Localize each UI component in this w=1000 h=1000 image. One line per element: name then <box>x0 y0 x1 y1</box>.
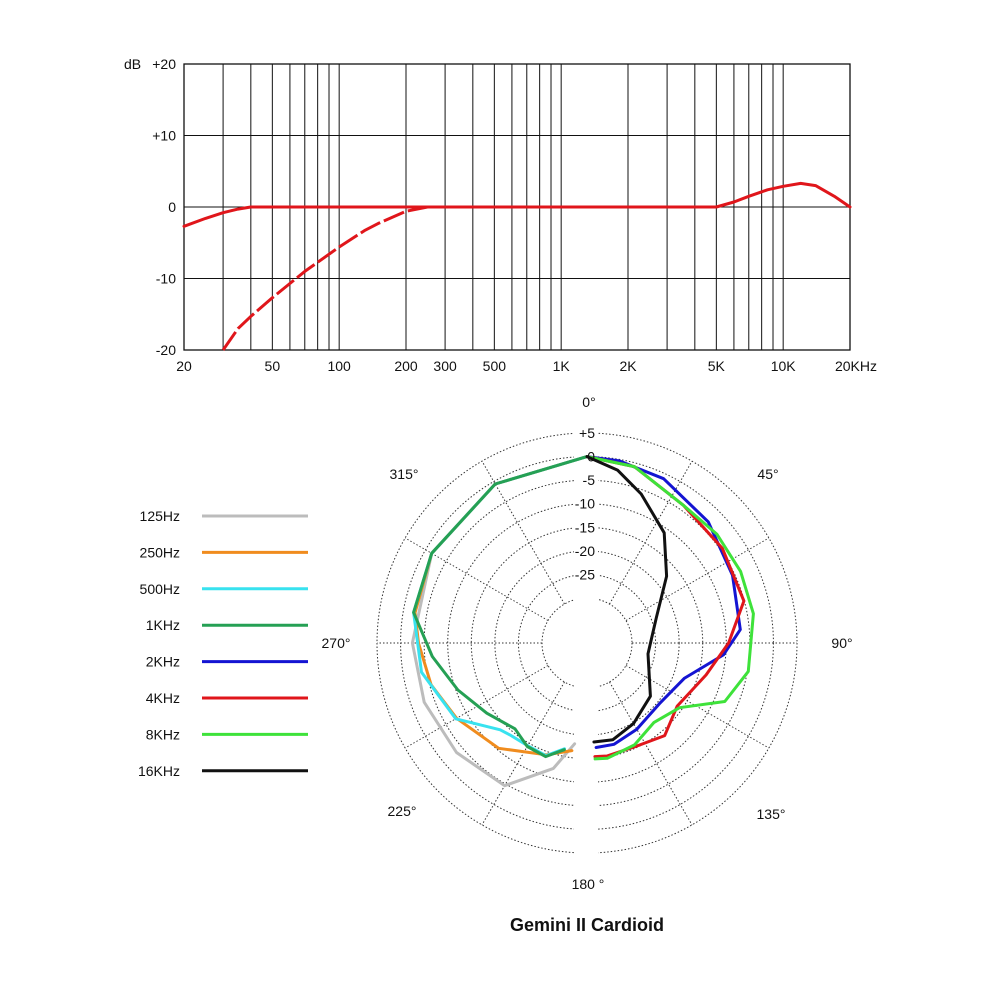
polar-angle-label: 315° <box>390 466 419 482</box>
polar-angle-labels: 0° 45° 90° 135° 180 ° 225° 270° 315° <box>322 394 853 892</box>
polar-angle-label: 90° <box>831 635 852 651</box>
freq-x-tick-label: 300 <box>433 358 457 374</box>
polar-curve-125hz <box>410 455 589 788</box>
freq-y-tick-label: +10 <box>152 128 176 144</box>
polar-curve-250hz <box>413 455 589 757</box>
polar-ring-labels: +5 0 -5 -10 -15 -20 -25 <box>575 425 595 582</box>
freq-y-axis-label: dB <box>124 56 141 72</box>
legend-label: 500Hz <box>140 581 180 597</box>
legend-label: 125Hz <box>140 508 180 524</box>
freq-x-tick-label: 5K <box>708 358 726 374</box>
legend: 125Hz 250Hz 500Hz 1KHz 2KHz 4KHz 8KHz 16KHz <box>138 508 308 779</box>
freq-x-tick-label: 10K <box>771 358 797 374</box>
polar-spoke <box>609 681 693 826</box>
legend-label: 250Hz <box>140 544 180 560</box>
legend-label: 8KHz <box>146 726 180 742</box>
polar-spoke <box>404 665 549 749</box>
polar-ring-label: -25 <box>575 566 595 582</box>
freq-x-tick-label: 2K <box>619 358 637 374</box>
freq-x-tick-label: 20KHz <box>835 358 877 374</box>
polar-spoke <box>481 681 565 826</box>
polar-ring-label: -5 <box>583 472 596 488</box>
polar-ring-label: -20 <box>575 543 595 559</box>
legend-label: 4KHz <box>146 690 180 706</box>
polar-grid <box>376 430 798 860</box>
legend-label: 16KHz <box>138 763 180 779</box>
freq-y-tick-label: 0 <box>168 199 176 215</box>
polar-curve-4khz <box>585 455 746 759</box>
polar-spoke <box>404 537 549 621</box>
freq-x-tick-label: 200 <box>394 358 418 374</box>
polar-center-gap <box>574 430 598 860</box>
freq-x-tick-label: 500 <box>483 358 507 374</box>
polar-angle-label: 0° <box>582 394 595 410</box>
polar-angle-label: 180 ° <box>572 876 605 892</box>
freq-x-tick-label: 1K <box>553 358 571 374</box>
freq-y-tick-label: -20 <box>156 342 176 358</box>
freq-x-tick-labels: 20 50 100 200 300 500 1K 2K 5K 10K 20KHz <box>176 358 877 374</box>
freq-response-line <box>182 181 852 228</box>
polar-curve-1khz <box>412 455 589 759</box>
freq-y-tick-label: +20 <box>152 56 176 72</box>
polar-pattern-chart: +5 0 -5 -10 -15 -20 -25 0° 45° 90° 135° 180 ° 225° 2… <box>322 394 853 935</box>
polar-series-group <box>410 455 755 788</box>
freq-y-tick-label: -10 <box>156 271 176 287</box>
polar-ring <box>447 503 727 783</box>
polar-spoke <box>625 537 770 621</box>
polar-angle-label: 45° <box>757 466 778 482</box>
polar-curve-2khz <box>585 455 742 749</box>
freq-x-tick-label: 20 <box>176 358 192 374</box>
polar-angle-label: 225° <box>388 803 417 819</box>
freq-series-group <box>182 181 852 351</box>
freq-y-tick-labels: +20 +10 0 -10 -20 <box>152 56 176 358</box>
freq-response-dashed-line <box>221 205 446 351</box>
legend-label: 2KHz <box>146 654 180 670</box>
polar-curve-500hz <box>412 455 589 758</box>
polar-curve-16khz <box>585 455 669 744</box>
polar-spoke <box>625 665 770 749</box>
polar-angle-label: 135° <box>757 806 786 822</box>
frequency-response-chart: +20 +10 0 -10 -20 dB 20 50 100 200 300 500 1K 2K 5K 1… <box>124 56 877 374</box>
polar-title: Gemini II Cardioid <box>510 915 664 935</box>
freq-x-tick-label: 50 <box>265 358 281 374</box>
legend-label: 1KHz <box>146 617 180 633</box>
polar-curve-8khz <box>585 455 755 761</box>
polar-ring-label: +5 <box>579 425 595 441</box>
polar-angle-label: 270° <box>322 635 351 651</box>
polar-ring-label: -10 <box>575 496 595 512</box>
polar-spoke <box>609 460 693 605</box>
polar-spoke <box>481 460 565 605</box>
freq-x-tick-label: 100 <box>327 358 351 374</box>
polar-ring-label: -15 <box>575 519 595 535</box>
polar-ring-label: 0 <box>587 449 595 465</box>
